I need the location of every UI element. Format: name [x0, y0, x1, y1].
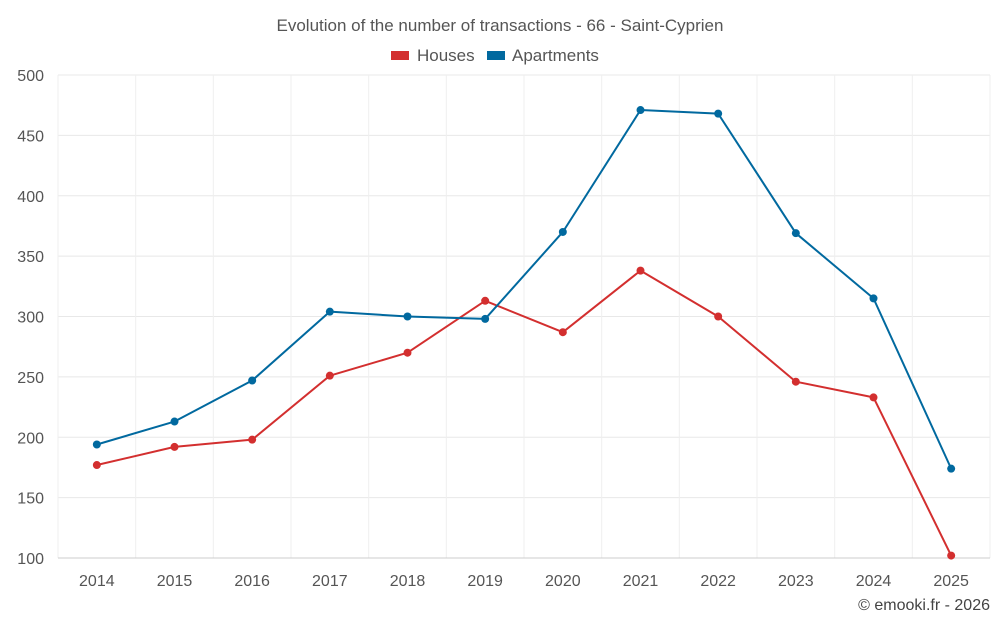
y-tick-label: 450: [17, 128, 44, 145]
y-tick-label: 500: [17, 68, 44, 85]
y-tick-label: 150: [17, 491, 44, 508]
data-point-houses[interactable]: Houses 2018: 270: [403, 348, 412, 357]
data-point-apartments[interactable]: Apartments 2021: 471: [636, 106, 645, 115]
y-tick-label: 250: [17, 370, 44, 387]
series-apartments: Apartments 2014: 194 Apartments 2015: 213…: [92, 106, 956, 473]
legend-swatch-houses[interactable]: [391, 51, 409, 60]
y-axis: 100 150 200 250 300 350 400 450 500: [17, 68, 44, 568]
data-point-houses[interactable]: Houses 2021: 338: [636, 266, 645, 275]
data-point-houses[interactable]: Houses 2020: 287: [558, 328, 567, 337]
data-point-apartments[interactable]: Apartments 2019: 298: [481, 314, 490, 323]
x-tick-label: 2021: [623, 573, 659, 590]
data-point-apartments[interactable]: Apartments 2015: 213: [170, 417, 179, 426]
x-tick-label: 2014: [79, 573, 115, 590]
data-point-apartments[interactable]: Apartments 2025: 174: [947, 464, 956, 473]
x-tick-label: 2019: [467, 573, 503, 590]
data-point-apartments[interactable]: Apartments 2017: 304: [325, 307, 334, 316]
y-tick-label: 100: [17, 551, 44, 568]
data-point-houses[interactable]: Houses 2023: 246: [791, 377, 800, 386]
data-point-apartments[interactable]: Apartments 2024: 315: [869, 294, 878, 303]
data-point-apartments[interactable]: Apartments 2018: 300: [403, 312, 412, 321]
data-point-houses[interactable]: Houses 2025: 102: [947, 551, 956, 560]
data-point-apartments[interactable]: Apartments 2016: 247: [248, 376, 257, 385]
data-point-houses[interactable]: Houses 2017: 251: [325, 371, 334, 380]
x-tick-label: 2015: [157, 573, 193, 590]
data-point-apartments[interactable]: Apartments 2014: 194: [92, 440, 101, 449]
grid: [57, 74, 991, 559]
series-line-houses: [96, 269, 953, 557]
x-tick-label: 2020: [545, 573, 581, 590]
chart-title: Evolution of the number of transactions …: [277, 16, 724, 35]
x-tick-label: 2023: [778, 573, 814, 590]
x-tick-label: 2018: [390, 573, 426, 590]
y-tick-label: 350: [17, 249, 44, 266]
series-layer: Houses 2014: 177 Houses 2015: 192 Houses 2…: [92, 106, 956, 560]
series-line-apartments: [96, 109, 953, 470]
legend-label-apartments[interactable]: Apartments: [512, 46, 599, 65]
x-tick-label: 2016: [234, 573, 270, 590]
data-point-apartments[interactable]: Apartments 2022: 468: [714, 109, 723, 118]
data-point-houses[interactable]: Houses 2015: 192: [170, 442, 179, 451]
data-point-apartments[interactable]: Apartments 2020: 370: [558, 227, 567, 236]
series-houses: Houses 2014: 177 Houses 2015: 192 Houses 2…: [92, 266, 956, 560]
x-tick-label: 2022: [700, 573, 736, 590]
data-point-apartments[interactable]: Apartments 2023: 369: [791, 229, 800, 238]
chart-credit: © emooki.fr - 2026: [858, 597, 990, 614]
x-axis: 2014 2015 2016 2017 2018 2019 2020 2021 2022 2023…: [58, 557, 990, 590]
y-tick-label: 300: [17, 310, 44, 327]
x-tick-label: 2025: [933, 573, 969, 590]
legend: Houses Apartments: [391, 46, 599, 65]
y-tick-label: 400: [17, 189, 44, 206]
data-point-houses[interactable]: Houses 2019: 313: [481, 296, 490, 305]
x-tick-label: 2017: [312, 573, 348, 590]
data-point-houses[interactable]: Houses 2016: 198: [248, 435, 257, 444]
data-point-houses[interactable]: Houses 2022: 300: [714, 312, 723, 321]
legend-label-houses[interactable]: Houses: [417, 46, 475, 65]
data-point-houses[interactable]: Houses 2024: 233: [869, 393, 878, 402]
y-tick-label: 200: [17, 430, 44, 447]
legend-swatch-apartments[interactable]: [487, 51, 505, 60]
x-tick-label: 2024: [856, 573, 892, 590]
data-point-houses[interactable]: Houses 2014: 177: [92, 461, 101, 470]
